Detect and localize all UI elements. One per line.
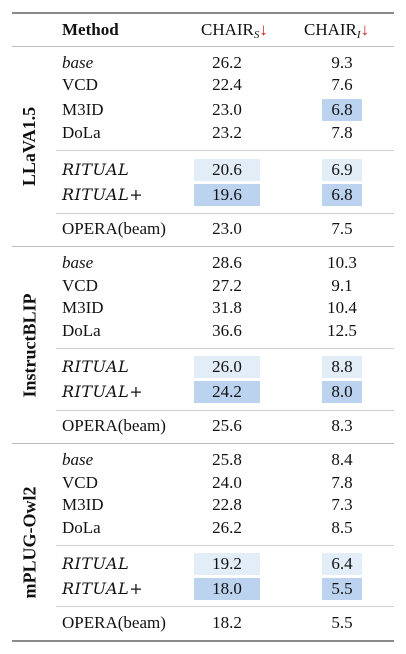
group-label-mplug-owl2: mPLUG-Owl2	[8, 447, 52, 637]
table-cell-chair-i: 7.8	[331, 473, 353, 492]
table-cell-chair-s: 25.6	[212, 416, 242, 435]
table-cell-method: OPERA(beam)	[62, 613, 166, 632]
row-separator	[56, 606, 394, 607]
table-cell-chair-i: 10.4	[327, 298, 357, 317]
table-cell-chair-s: 26.0	[194, 356, 260, 378]
table-cell-chair-s: 22.4	[212, 75, 242, 94]
table-cell-method: M3ID	[62, 100, 104, 119]
table-cell-chair-s: 36.6	[212, 321, 242, 340]
table-cell-method: M3ID	[62, 298, 104, 317]
table-cell-method: RITUAL	[62, 357, 130, 376]
table-cell-method: base	[62, 53, 94, 72]
table-cell-chair-s: 24.0	[212, 473, 242, 492]
group-rule-1	[12, 246, 394, 247]
table-cell-chair-s: 19.2	[194, 553, 260, 575]
row-separator	[56, 348, 394, 349]
table-cell-method: RITUAL	[62, 160, 130, 179]
table-cell-method: VCD	[62, 276, 98, 295]
down-arrow-icon: ↓	[259, 20, 268, 39]
group-name: LLaVA1.5	[19, 106, 40, 186]
header-method: Method	[62, 20, 119, 39]
table-cell-chair-s: 20.6	[194, 159, 260, 181]
table-cell-method: DoLa	[62, 518, 101, 537]
header-chair-s-sub: S	[253, 29, 260, 41]
group-rule-2	[12, 443, 394, 444]
row-separator	[56, 545, 394, 546]
table-cell-method: DoLa	[62, 321, 101, 340]
table-cell-method: base	[62, 253, 94, 272]
table-cell-chair-s: 19.6	[194, 184, 260, 206]
header-chair-i-label: CHAIR	[304, 20, 357, 39]
down-arrow-icon: ↓	[360, 20, 370, 39]
table-cell-chair-i: 10.3	[327, 253, 357, 272]
table-cell-chair-i: 7.8	[331, 123, 353, 142]
table-cell-method: base	[62, 450, 94, 469]
table-cell-chair-s: 26.2	[212, 53, 242, 72]
table-cell-chair-i: 5.5	[322, 578, 362, 600]
table-cell-chair-i: 8.3	[331, 416, 353, 435]
table-cell-chair-s: 24.2	[194, 381, 260, 403]
table-cell-chair-s: 23.0	[212, 219, 242, 238]
table-cell-method: RITUAL+	[62, 382, 144, 401]
group-name: mPLUG-Owl2	[19, 486, 40, 598]
table-cell-method: DoLa	[62, 123, 101, 142]
bottom-rule	[12, 640, 394, 642]
table-cell-chair-s: 23.0	[212, 100, 242, 119]
header-chair-i: CHAIRI↓	[304, 18, 369, 47]
table-cell-method: RITUAL+	[62, 579, 144, 598]
header-chair-s-label: CHAIR	[201, 20, 254, 39]
table-cell-chair-i: 9.1	[331, 276, 353, 295]
group-name: InstructBLIP	[19, 292, 40, 398]
table-cell-method: OPERA(beam)	[62, 416, 166, 435]
table-cell-chair-s: 27.2	[212, 276, 242, 295]
row-separator	[56, 150, 394, 151]
table-cell-method: VCD	[62, 75, 98, 94]
header-rule	[12, 46, 394, 47]
table-cell-chair-i: 6.4	[322, 553, 362, 575]
row-separator	[56, 410, 394, 411]
table-cell-chair-s: 18.0	[194, 578, 260, 600]
table-cell-chair-i: 7.6	[331, 75, 353, 94]
table-cell-chair-i: 6.9	[322, 159, 362, 181]
group-label-llava: LLaVA1.5	[8, 50, 52, 242]
table-cell-chair-i: 12.5	[327, 321, 357, 340]
table-cell-chair-s: 28.6	[212, 253, 242, 272]
group-label-instructblip: InstructBLIP	[8, 250, 52, 440]
table-cell-chair-i: 6.8	[322, 99, 362, 121]
table-cell-method: OPERA(beam)	[62, 219, 166, 238]
top-rule	[12, 12, 394, 14]
table-cell-method: RITUAL+	[62, 185, 144, 204]
table-cell-method: RITUAL	[62, 554, 130, 573]
table-cell-chair-i: 8.0	[322, 381, 362, 403]
table-cell-chair-i: 8.5	[331, 518, 353, 537]
table-cell-method: M3ID	[62, 495, 104, 514]
table-cell-chair-s: 22.8	[212, 495, 242, 514]
row-separator	[56, 213, 394, 214]
table-cell-chair-s: 25.8	[212, 450, 242, 469]
table-cell-chair-i: 6.8	[322, 184, 362, 206]
table-cell-chair-i: 7.3	[331, 495, 353, 514]
table-cell-chair-s: 23.2	[212, 123, 242, 142]
table-cell-chair-i: 5.5	[331, 613, 353, 632]
table-cell-chair-s: 18.2	[212, 613, 242, 632]
table-cell-method: VCD	[62, 473, 98, 492]
table-cell-chair-i: 9.3	[331, 53, 353, 72]
table-cell-chair-s: 31.8	[212, 298, 242, 317]
header-chair-s: CHAIRS↓	[201, 18, 268, 47]
table-cell-chair-i: 8.8	[322, 356, 362, 378]
table-cell-chair-s: 26.2	[212, 518, 242, 537]
header-chair-i-sub: I	[356, 29, 361, 41]
table-cell-chair-i: 7.5	[331, 219, 353, 238]
table-cell-chair-i: 8.4	[331, 450, 353, 469]
